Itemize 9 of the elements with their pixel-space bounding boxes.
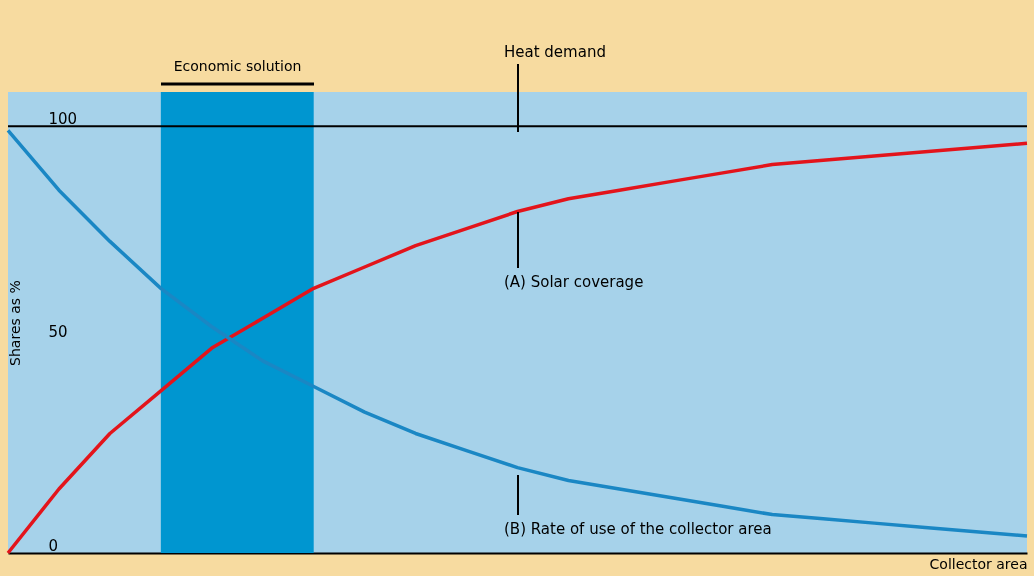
- text: Economic solution: [173, 58, 302, 74]
- annotation: (B) Rate of use of the collector area: [504, 520, 772, 538]
- y-tick-label: 50: [48, 323, 68, 342]
- y-tick-label: 0: [48, 536, 59, 555]
- text: Heat demand: [504, 43, 606, 61]
- annotation: (A) Solar coverage: [504, 273, 644, 291]
- y-axis-title: Shares as %: [6, 280, 23, 366]
- y-tick-label: 100: [48, 109, 78, 128]
- x-axis-title: Collector area: [929, 555, 1028, 572]
